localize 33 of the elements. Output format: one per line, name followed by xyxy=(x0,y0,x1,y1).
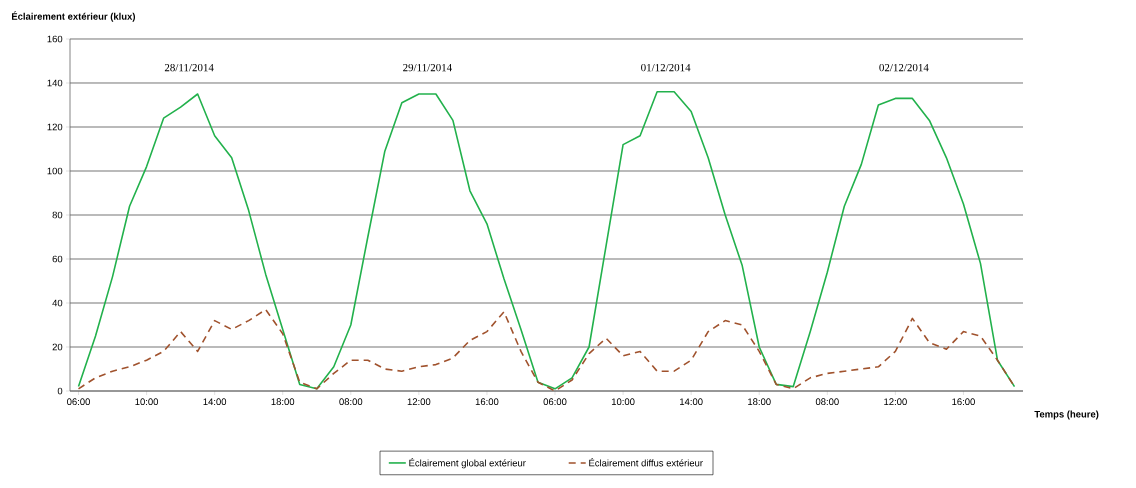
x-tick-label: 16:00 xyxy=(475,398,499,406)
x-tick-label: 06:00 xyxy=(543,398,567,406)
x-tick-label: 10:00 xyxy=(611,398,635,406)
x-tick-label: 12:00 xyxy=(407,398,431,406)
x-tick-label: 10:00 xyxy=(135,398,159,406)
y-tick-label: 20 xyxy=(52,343,63,351)
line-series xyxy=(77,91,1016,390)
y-axis-title: Éclairement extérieur (klux) xyxy=(11,11,136,22)
annotation: 02/12/2014 xyxy=(879,63,929,72)
x-tick-label: 08:00 xyxy=(339,398,363,406)
annotation: 29/11/2014 xyxy=(403,63,452,72)
x-tick-label: 16:00 xyxy=(952,398,975,406)
x-tick-label: 12:00 xyxy=(884,398,907,406)
y-tick-label: 120 xyxy=(47,123,63,131)
y-tick-label: 160 xyxy=(47,35,63,43)
y-tick-label: 0 xyxy=(57,387,63,395)
x-tick-label: 18:00 xyxy=(748,398,771,406)
y-tick-label: 40 xyxy=(52,299,63,307)
x-axis-title: Temps (heure) xyxy=(1034,410,1099,420)
x-tick-label: 08:00 xyxy=(815,398,839,406)
x-tick-label: 14:00 xyxy=(203,398,227,406)
x-tick-label: 14:00 xyxy=(680,398,703,406)
annotation: 01/12/2014 xyxy=(641,63,691,72)
y-tick-label: 100 xyxy=(47,167,63,175)
y-tick-label: 140 xyxy=(47,79,63,87)
annotation: 28/11/2014 xyxy=(164,63,214,72)
y-tick-label: 60 xyxy=(52,255,63,263)
y-tick-label: 80 xyxy=(52,211,63,219)
legend-label: Éclairement global extérieur xyxy=(409,458,526,469)
x-tick-label: 06:00 xyxy=(67,398,90,406)
legend-label: Éclairement diffus extérieur xyxy=(589,458,703,467)
line-series xyxy=(77,308,1016,392)
x-tick-label: 18:00 xyxy=(271,398,295,406)
